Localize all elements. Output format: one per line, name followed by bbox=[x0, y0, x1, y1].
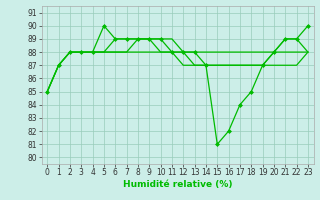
X-axis label: Humidité relative (%): Humidité relative (%) bbox=[123, 180, 232, 189]
